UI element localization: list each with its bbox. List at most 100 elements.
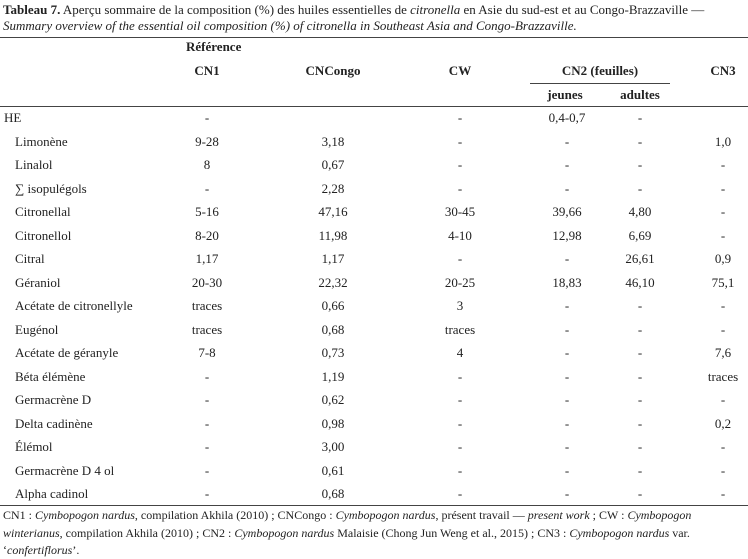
cell: - bbox=[637, 345, 643, 360]
cell: - bbox=[720, 392, 726, 407]
cell: - bbox=[457, 110, 463, 125]
cell: - bbox=[720, 439, 726, 454]
row-label: Limonène bbox=[15, 133, 68, 149]
cell: 4-10 bbox=[448, 227, 472, 243]
row-label: Citronellol bbox=[15, 227, 72, 243]
cell: - bbox=[637, 486, 643, 501]
cell: - bbox=[720, 321, 726, 337]
row-label: Citral bbox=[15, 251, 45, 266]
cell: 8 bbox=[203, 157, 211, 172]
rule bbox=[0, 505, 748, 506]
row-label: ∑ isopulégols bbox=[15, 180, 87, 196]
cell: 0,68 bbox=[321, 486, 345, 501]
cell: 0,2 bbox=[714, 415, 732, 431]
cell: 46,10 bbox=[625, 274, 655, 290]
cell: - bbox=[564, 133, 570, 149]
cell: traces bbox=[707, 368, 739, 384]
cell: 8-20 bbox=[195, 227, 219, 243]
cell: 0,66 bbox=[321, 298, 345, 313]
footnote-text: present work bbox=[527, 508, 590, 522]
cell: - bbox=[564, 486, 570, 501]
cell: 75,1 bbox=[711, 274, 735, 290]
footnote-text: ; CW : bbox=[589, 508, 628, 522]
row-label: Alpha cadinol bbox=[15, 486, 89, 501]
cell: - bbox=[720, 180, 726, 196]
cell: - bbox=[564, 462, 570, 478]
row-label: Linalol bbox=[15, 157, 53, 172]
cell: - bbox=[457, 462, 463, 478]
cell: 1,0 bbox=[714, 133, 732, 149]
cell: traces bbox=[444, 321, 476, 337]
cell: - bbox=[637, 415, 643, 431]
cell: 3,00 bbox=[321, 439, 345, 454]
cell: - bbox=[457, 133, 463, 149]
footnote-text: , compilation Akhila (2010) ; CN2 : bbox=[59, 525, 235, 540]
row-label: Delta cadinène bbox=[15, 415, 93, 431]
footnote-text: , présent travail — bbox=[435, 508, 528, 522]
column-header: CNCongo bbox=[305, 63, 361, 78]
cell: 39,66 bbox=[552, 204, 582, 219]
group-header: Référence bbox=[186, 39, 242, 54]
footnote-text: confertiflorus bbox=[7, 543, 73, 557]
cell: - bbox=[204, 415, 210, 431]
rule bbox=[0, 37, 748, 38]
cell: - bbox=[637, 392, 643, 407]
cell: - bbox=[457, 392, 463, 407]
rule bbox=[0, 106, 748, 107]
cell: - bbox=[204, 462, 210, 478]
cell: 20-30 bbox=[191, 274, 223, 290]
column-header: CN2 (feuilles) bbox=[561, 63, 639, 78]
cell: - bbox=[637, 298, 643, 313]
cell: 1,17 bbox=[321, 251, 345, 266]
cell: - bbox=[637, 321, 643, 337]
cell: 0,67 bbox=[321, 157, 345, 172]
cell: 6,69 bbox=[628, 227, 652, 243]
row-label: Acétate de citronellyle bbox=[15, 298, 133, 313]
cell: 2,28 bbox=[321, 180, 345, 196]
cell: 7,6 bbox=[714, 345, 732, 360]
cell: - bbox=[204, 486, 210, 501]
cell: 4 bbox=[456, 345, 464, 360]
cell: - bbox=[564, 180, 570, 196]
cell: - bbox=[457, 415, 463, 431]
footnote-text: Cymbopogon nardus bbox=[335, 508, 436, 522]
footnote-text: ’. bbox=[72, 543, 80, 557]
footnote-text: Malaisie (Chong Jun Weng et al., 2015) ;… bbox=[334, 525, 570, 540]
column-header: CN1 bbox=[194, 63, 220, 78]
cell: 30-45 bbox=[444, 204, 476, 219]
cell: - bbox=[457, 486, 463, 501]
footnote-text: Cymbopogon nardus bbox=[569, 525, 670, 540]
row-label: Béta élémène bbox=[15, 368, 86, 384]
row-label: HE bbox=[4, 110, 22, 125]
caption-text: Summary overview of the essential oil co… bbox=[3, 18, 577, 33]
caption-text: Aperçu sommaire de la composition (%) de… bbox=[60, 2, 411, 17]
cell: 4,80 bbox=[628, 204, 652, 219]
cell: 0,98 bbox=[321, 415, 345, 431]
footnote-text: CN1 : bbox=[3, 508, 36, 522]
cell: 0,62 bbox=[321, 392, 345, 407]
cell: - bbox=[564, 298, 570, 313]
row-label: Citronellal bbox=[15, 204, 71, 219]
cell: 0,4-0,7 bbox=[548, 110, 586, 125]
cell: 47,16 bbox=[318, 204, 348, 219]
row-label: Eugénol bbox=[15, 321, 59, 337]
cell: - bbox=[637, 462, 643, 478]
footnote-text: var. ‘ bbox=[3, 525, 690, 558]
cell: - bbox=[204, 180, 210, 196]
cell: - bbox=[204, 392, 210, 407]
column-header: CW bbox=[448, 63, 472, 78]
cell: - bbox=[204, 439, 210, 454]
cell: - bbox=[564, 368, 570, 384]
caption-text: en Asie du sud-est et au Congo-Brazzavil… bbox=[460, 2, 705, 17]
cell: - bbox=[457, 251, 463, 266]
cell: 3 bbox=[456, 298, 464, 313]
cell: 0,9 bbox=[714, 251, 732, 266]
caption: Tableau 7. Aperçu sommaire de la composi… bbox=[3, 2, 745, 34]
cell: - bbox=[637, 368, 643, 384]
rule bbox=[530, 83, 670, 84]
cell: 1,17 bbox=[195, 251, 219, 266]
row-label: Germacrène D 4 ol bbox=[15, 462, 115, 478]
cell: - bbox=[720, 227, 726, 243]
cell: - bbox=[564, 392, 570, 407]
cell: 9-28 bbox=[195, 133, 219, 149]
